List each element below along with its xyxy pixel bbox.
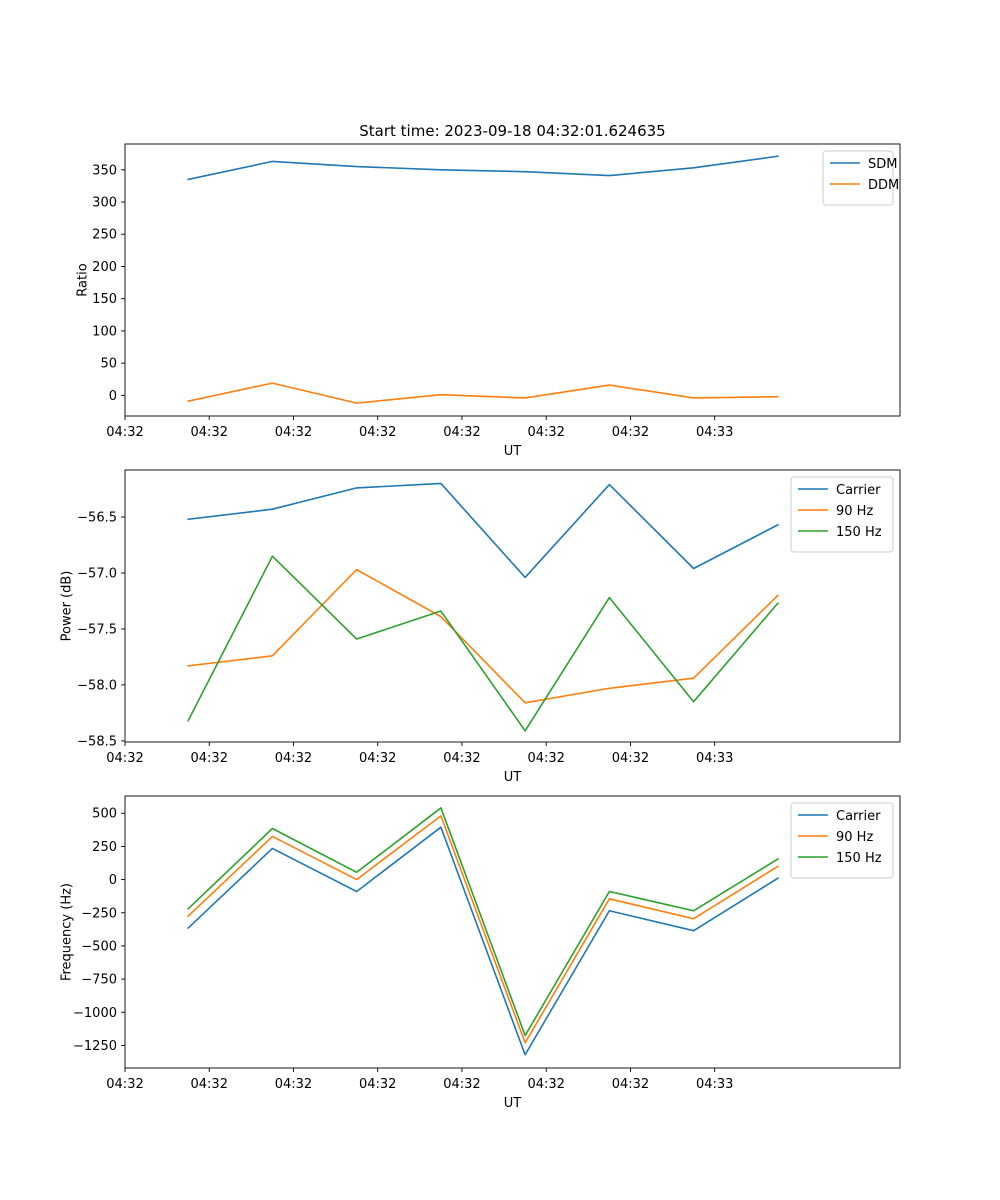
figure-title: Start time: 2023-09-18 04:32:01.624635 [359,122,665,140]
x-tick-label: 04:32 [275,425,312,440]
x-axis-label: UT [504,444,522,459]
x-axis-label: UT [504,770,522,785]
y-tick-label: 300 [92,196,117,211]
x-tick-label: 04:33 [696,1077,733,1092]
y-axis-label: Ratio [76,263,91,296]
legend-label-ddm: DDM [868,178,899,193]
x-axis-label: UT [504,1096,522,1111]
legend: Carrier 90 Hz 150 Hz [791,803,893,878]
y-tick-label: 100 [92,324,117,339]
y-tick-label: 150 [92,292,117,307]
x-tick-label: 04:32 [359,1077,396,1092]
x-tick-label: 04:32 [612,751,649,766]
x-tick-label: 04:32 [612,425,649,440]
x-tick-label: 04:32 [106,425,143,440]
legend-label-150-hz: 150 Hz [836,525,882,540]
x-tick-label: 04:32 [443,425,480,440]
x-tick-label: 04:32 [527,751,564,766]
x-tick-label: 04:32 [106,751,143,766]
y-tick-label: 500 [92,807,117,822]
y-tick-label: 350 [92,163,117,178]
y-tick-label: 0 [109,873,117,888]
x-tick-label: 04:32 [359,751,396,766]
x-tick-label: 04:32 [359,425,396,440]
x-tick-label: 04:32 [275,751,312,766]
y-axis-label: Frequency (Hz) [60,883,75,981]
figure: Start time: 2023-09-18 04:32:01.624635 0… [0,0,1000,1200]
x-tick-label: 04:32 [191,1077,228,1092]
legend-label-150-hz: 150 Hz [836,851,882,866]
legend-label-carrier: Carrier [836,809,881,824]
y-tick-label: 250 [92,228,117,243]
x-tick-label: 04:33 [696,425,733,440]
x-tick-label: 04:32 [191,425,228,440]
y-tick-label: −57.0 [77,566,117,581]
x-tick-label: 04:32 [527,425,564,440]
legend: Carrier 90 Hz 150 Hz [791,477,893,552]
x-tick-label: 04:32 [527,1077,564,1092]
legend: SDM DDM [823,151,899,205]
legend-label-carrier: Carrier [836,483,881,498]
y-tick-label: −58.0 [77,678,117,693]
x-tick-label: 04:32 [106,1077,143,1092]
y-tick-label: −1000 [73,1006,117,1021]
y-tick-label: −750 [81,973,117,988]
x-tick-label: 04:32 [443,751,480,766]
x-tick-label: 04:32 [191,751,228,766]
legend-label-90-hz: 90 Hz [836,504,873,519]
x-tick-label: 04:32 [443,1077,480,1092]
y-tick-label: −56.5 [77,511,117,526]
y-tick-label: 0 [109,389,117,404]
y-axis-label: Power (dB) [60,571,75,642]
legend-label-sdm: SDM [868,157,897,172]
y-tick-label: −500 [81,939,117,954]
y-tick-label: −57.5 [77,622,117,637]
x-tick-label: 04:33 [696,751,733,766]
legend-label-90-hz: 90 Hz [836,830,873,845]
y-tick-label: 250 [92,840,117,855]
x-tick-label: 04:32 [275,1077,312,1092]
y-tick-label: 200 [92,260,117,275]
y-tick-label: 50 [100,357,117,372]
x-tick-label: 04:32 [612,1077,649,1092]
y-tick-label: −58.5 [77,734,117,749]
y-tick-label: −1250 [73,1039,117,1054]
y-tick-label: −250 [81,906,117,921]
